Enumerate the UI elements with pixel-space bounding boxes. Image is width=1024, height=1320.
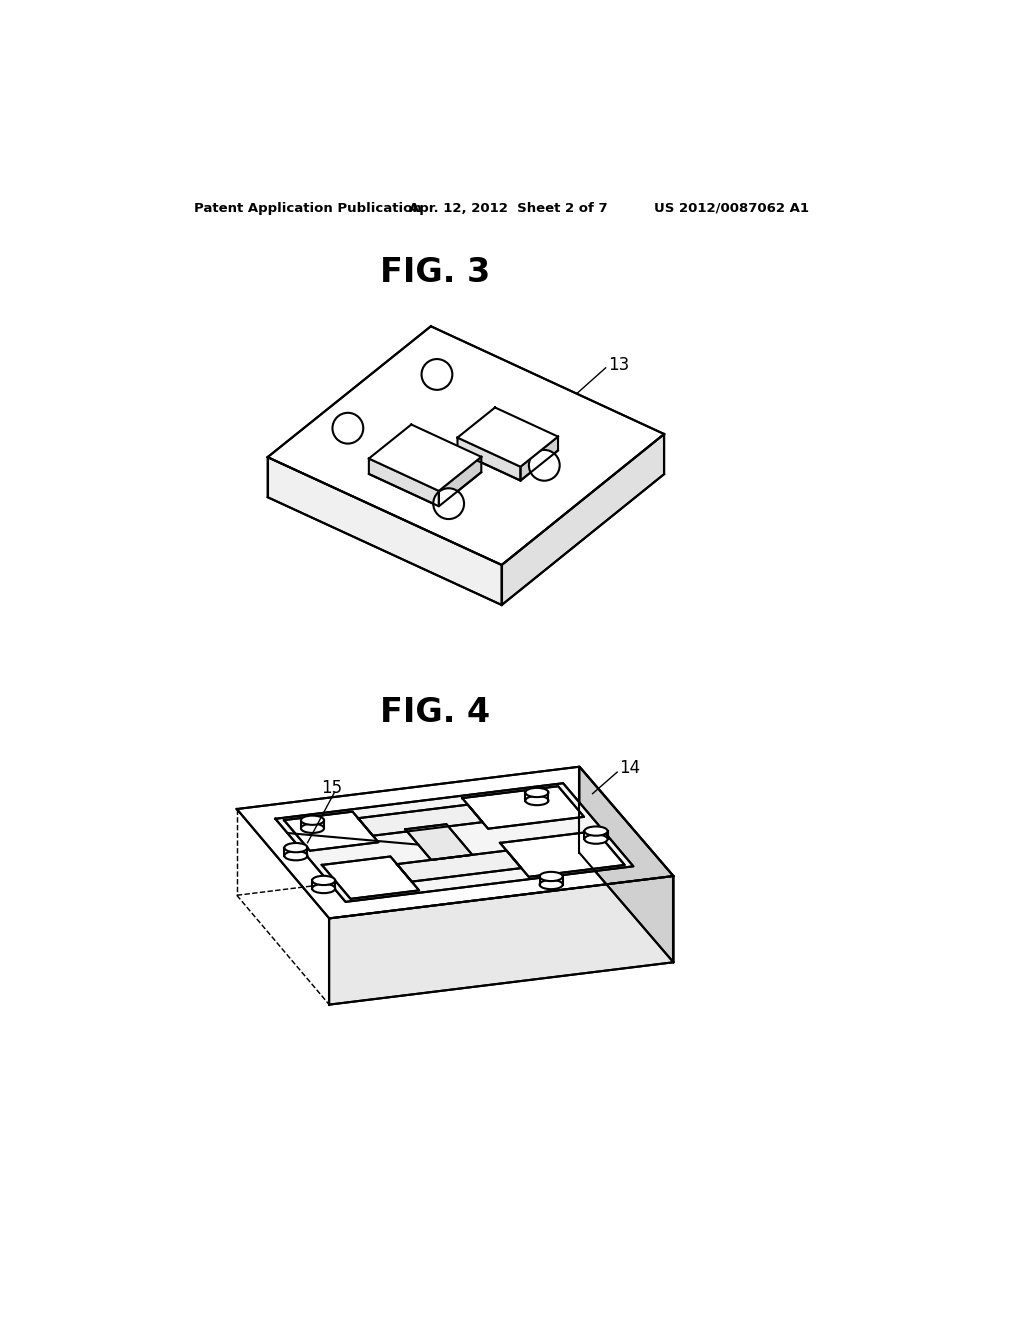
Ellipse shape <box>312 884 335 894</box>
Polygon shape <box>439 457 481 507</box>
Ellipse shape <box>585 834 607 843</box>
Polygon shape <box>322 857 419 899</box>
Polygon shape <box>267 326 665 565</box>
Polygon shape <box>237 767 674 919</box>
Circle shape <box>528 450 560 480</box>
Polygon shape <box>458 438 520 480</box>
Polygon shape <box>267 457 502 605</box>
Polygon shape <box>369 425 481 491</box>
Circle shape <box>422 359 453 389</box>
Text: FIG. 3: FIG. 3 <box>380 256 489 289</box>
Polygon shape <box>406 824 472 859</box>
Circle shape <box>333 413 364 444</box>
Polygon shape <box>330 876 674 1005</box>
Ellipse shape <box>301 824 324 833</box>
Polygon shape <box>397 850 521 882</box>
Ellipse shape <box>525 796 549 805</box>
Polygon shape <box>458 408 558 467</box>
Ellipse shape <box>585 826 607 836</box>
Text: FIG. 4: FIG. 4 <box>380 697 489 729</box>
Text: US 2012/0087062 A1: US 2012/0087062 A1 <box>654 202 809 215</box>
Polygon shape <box>520 437 558 480</box>
Ellipse shape <box>285 851 307 861</box>
Polygon shape <box>369 458 439 507</box>
Polygon shape <box>358 805 482 836</box>
Polygon shape <box>284 812 379 850</box>
Ellipse shape <box>540 871 562 880</box>
Polygon shape <box>500 832 625 876</box>
Ellipse shape <box>285 843 307 853</box>
Ellipse shape <box>525 788 549 797</box>
Polygon shape <box>275 783 634 902</box>
Polygon shape <box>580 767 674 962</box>
Ellipse shape <box>540 880 562 890</box>
Text: Apr. 12, 2012  Sheet 2 of 7: Apr. 12, 2012 Sheet 2 of 7 <box>410 202 608 215</box>
Text: 15: 15 <box>322 779 343 797</box>
Polygon shape <box>502 434 665 605</box>
Ellipse shape <box>301 816 324 825</box>
Circle shape <box>433 488 464 519</box>
Text: 14: 14 <box>620 759 641 777</box>
Ellipse shape <box>312 875 335 884</box>
Text: 13: 13 <box>608 356 629 374</box>
Text: Patent Application Publication: Patent Application Publication <box>194 202 422 215</box>
Polygon shape <box>462 787 584 829</box>
